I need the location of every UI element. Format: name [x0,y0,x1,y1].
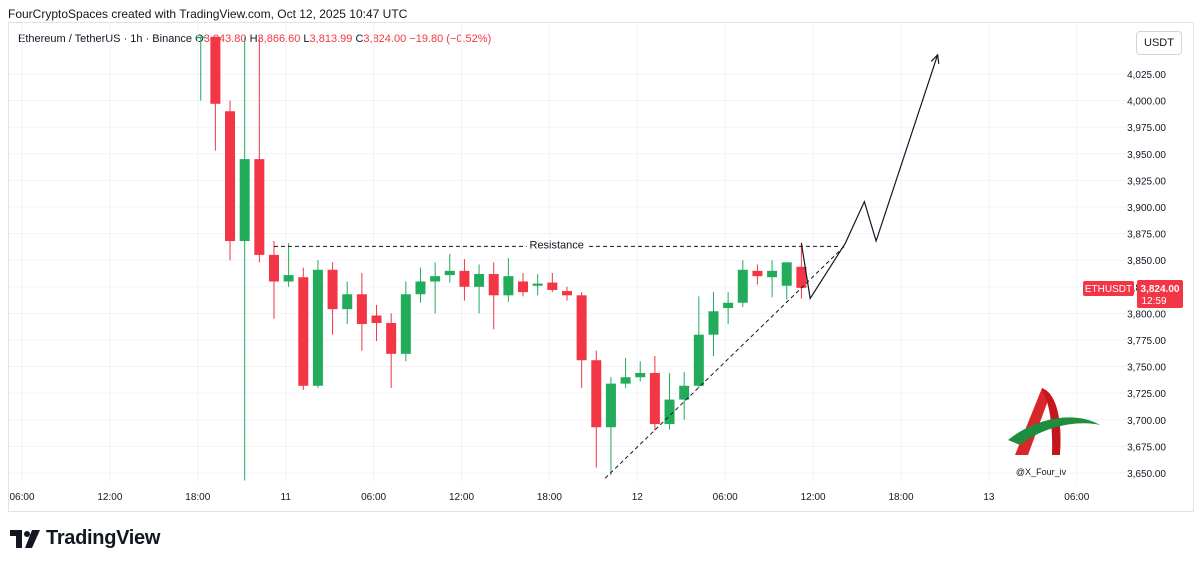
tradingview-logo-icon [10,529,40,548]
footer-brand: TradingView [10,527,160,550]
high-label: H [249,33,258,45]
open-value: 3,843.80 [203,33,247,45]
currency-button[interactable]: USDT [1136,31,1182,55]
chart-credit: FourCryptoSpaces created with TradingVie… [8,7,408,21]
close-value: 3,824.00 [363,33,407,45]
high-value: 3,866.60 [257,33,301,45]
change-value: −19.80 (−0.52%) [409,33,492,45]
open-label: O [195,33,204,45]
chart-frame [8,22,1194,512]
ohlc-legend: Ethereum / TetherUS · 1h · Binance O3,84… [18,33,491,45]
low-label: L [303,33,310,45]
close-label: C [355,33,364,45]
low-value: 3,813.99 [309,33,353,45]
tradingview-wordmark: TradingView [46,527,161,549]
symbol-label: Ethereum / TetherUS · 1h · Binance [18,33,193,45]
